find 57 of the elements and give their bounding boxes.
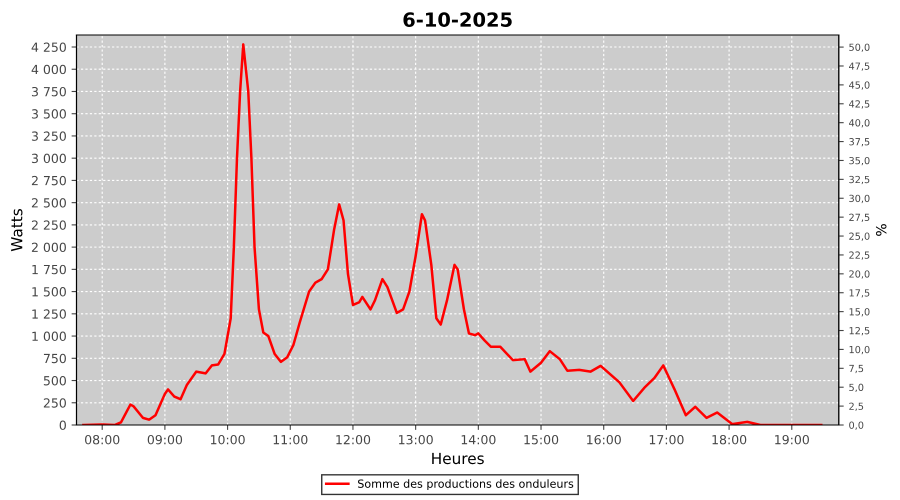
- y2-axis-title: %: [876, 224, 886, 236]
- y2-tick-label: 45,0: [849, 81, 870, 90]
- y-tick-label: 3 500: [32, 109, 66, 119]
- y2-tick-label: 15,0: [850, 308, 870, 316]
- y-tick-label: 1 750: [32, 264, 66, 274]
- y-tick-label: 500: [44, 376, 66, 386]
- y2-tick-label: 12,5: [850, 327, 870, 336]
- x-tick-label: 12:00: [336, 434, 370, 444]
- y-tick-label: 1 250: [32, 309, 66, 319]
- x-tick-label: 16:00: [587, 434, 621, 444]
- y2-tick-label: 42,5: [849, 100, 870, 109]
- x-tick-label: 10:00: [210, 434, 245, 444]
- legend-label: Somme des productions des onduleurs: [358, 479, 574, 490]
- x-tick-label: 13:00: [399, 434, 433, 444]
- x-tick-label: 08:00: [85, 434, 120, 444]
- y2-tick-label: 22,5: [849, 251, 870, 260]
- y2-tick-label: 7,5: [849, 364, 864, 374]
- y-tick-label: 3 750: [32, 86, 66, 96]
- y-tick-label: 1 500: [32, 287, 66, 297]
- y-tick-label: 750: [44, 354, 66, 364]
- x-tick-label: 18:00: [712, 434, 746, 444]
- y2-tick-label: 40,0: [849, 119, 870, 128]
- y-tick-label: 2 750: [32, 176, 66, 186]
- y2-tick-label: 0,0: [849, 421, 864, 430]
- x-tick-label: 11:00: [274, 434, 308, 444]
- y-tick-label: 2 000: [32, 242, 66, 252]
- y2-tick-label: 25,0: [849, 232, 870, 241]
- y2-tick-label: 50,0: [849, 44, 870, 52]
- y2-tick-label: 47,5: [849, 62, 870, 71]
- x-tick-label: 14:00: [462, 434, 496, 444]
- y-tick-label: 3 250: [32, 131, 66, 141]
- x-tick-label: 15:00: [524, 434, 558, 444]
- line-series: [82, 43, 822, 425]
- x-tick-label: 09:00: [148, 434, 182, 444]
- chart-title: 6-10-2025: [403, 12, 512, 27]
- y-axis-title: Watts: [11, 209, 22, 252]
- y-tick-label: 0: [60, 420, 66, 430]
- y2-tick-label: 20,0: [849, 270, 870, 279]
- y2-tick-label: 5,0: [849, 384, 864, 392]
- y-tick-label: 4 000: [32, 64, 66, 74]
- y2-tick-label: 35,0: [849, 156, 870, 166]
- y-tick-label: 1 000: [32, 332, 66, 341]
- x-axis-title: Heures: [432, 452, 484, 464]
- y2-tick-label: 27,5: [849, 214, 870, 222]
- y2-tick-label: 17,5: [850, 289, 870, 298]
- x-tick-label: 17:00: [650, 434, 684, 444]
- y2-tick-label: 30,0: [849, 194, 870, 204]
- y2-tick-label: 10,0: [850, 346, 870, 354]
- y-tick-label: 2 500: [32, 198, 66, 208]
- y-tick-label: 4 250: [32, 42, 66, 52]
- y-tick-label: 2 250: [32, 220, 66, 230]
- y-tick-label: 3 000: [32, 154, 66, 164]
- y2-tick-label: 37,5: [849, 138, 870, 146]
- y-tick-label: 250: [44, 398, 66, 408]
- y2-tick-label: 32,5: [849, 176, 870, 184]
- y2-tick-label: 2,5: [849, 402, 864, 411]
- x-tick-label: 19:00: [775, 434, 809, 444]
